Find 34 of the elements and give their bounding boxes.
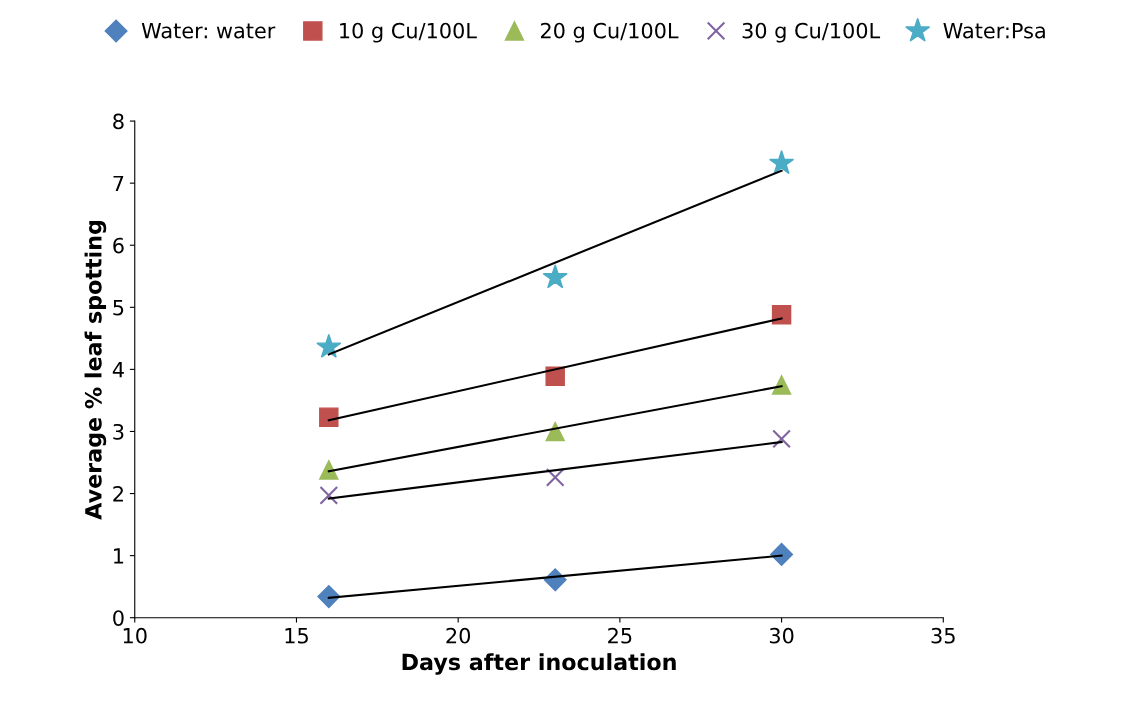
y-tick-label: 5 (113, 300, 124, 316)
legend-label: Water: water (141, 23, 276, 39)
x-tick-label: 35 (931, 627, 955, 644)
point (545, 421, 565, 442)
point (319, 460, 339, 480)
point (771, 305, 792, 325)
y-tick-label: 1 (114, 548, 124, 564)
x-tick-label: 10 (123, 627, 147, 644)
x-tick-label: 15 (285, 628, 308, 644)
y-tick-label: 0 (113, 610, 124, 626)
point (772, 429, 791, 449)
legend-label: 30 g Cu/100L (742, 22, 881, 43)
y-tick-label: 7 (113, 175, 124, 192)
point (319, 407, 339, 427)
y-tick-label: 2 (113, 486, 123, 502)
legend-label: Water:Psa (943, 23, 1045, 39)
x-tick-label: 20 (446, 627, 471, 644)
point (319, 486, 339, 505)
point (316, 333, 342, 358)
point (542, 264, 568, 289)
y-tick-label: 3 (113, 423, 124, 440)
x-axis-title: Days after inoculation (402, 653, 676, 675)
point (545, 468, 565, 487)
y-tick-label: 8 (113, 113, 124, 130)
point (317, 585, 341, 609)
x-tick-label: 25 (608, 627, 632, 644)
x-tick-label: 30 (769, 627, 794, 644)
legend-label: 20 g Cu/100L (540, 22, 679, 43)
y-axis-title: Average % leaf spotting (84, 220, 107, 520)
point (771, 375, 792, 395)
y-tick-label: 6 (113, 237, 124, 254)
legend-label: 10 g Cu/100L (340, 22, 477, 43)
y-tick-label: 4 (112, 362, 124, 378)
point (769, 150, 795, 175)
